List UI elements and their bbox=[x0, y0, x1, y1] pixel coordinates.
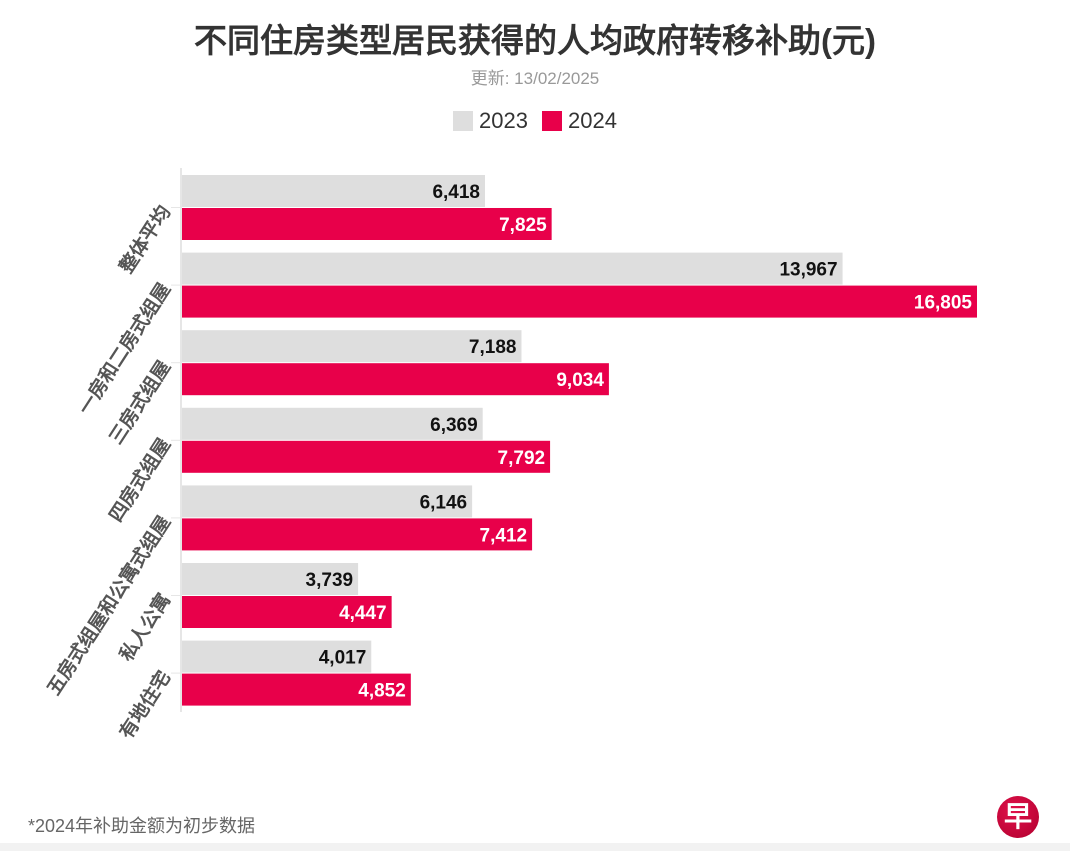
data-label: 13,967 bbox=[779, 260, 837, 281]
data-label: 6,369 bbox=[430, 415, 478, 436]
data-label: 16,805 bbox=[914, 293, 973, 314]
bar-2024 bbox=[181, 363, 609, 396]
category-label: 四房式组屋 bbox=[104, 434, 175, 526]
legend-swatch bbox=[453, 111, 474, 131]
data-label: 9,034 bbox=[556, 370, 604, 391]
data-label: 7,412 bbox=[480, 525, 528, 546]
category-label: 整体平均 bbox=[115, 201, 176, 277]
data-label: 6,146 bbox=[420, 492, 468, 513]
legend-label: 2024 bbox=[568, 108, 617, 133]
bar-2023 bbox=[181, 485, 473, 518]
bar-2024 bbox=[181, 673, 411, 706]
category-label: 有地住宅 bbox=[115, 667, 176, 743]
bar-2023 bbox=[181, 407, 483, 440]
chart-title: 不同住房类型居民获得的人均政府转移补助(元) bbox=[194, 22, 876, 59]
legend-item-2023[interactable]: 2023 bbox=[453, 108, 528, 134]
category-label: 一房和二房式组屋 bbox=[73, 279, 175, 419]
bottom-bar bbox=[0, 843, 1070, 851]
bar-2024 bbox=[181, 285, 977, 318]
data-label: 4,447 bbox=[339, 603, 387, 624]
bar-2024 bbox=[181, 208, 552, 240]
data-label: 4,852 bbox=[358, 681, 406, 702]
bar-2023 bbox=[181, 252, 843, 285]
bar-2024 bbox=[181, 440, 551, 473]
legend-item-2024[interactable]: 2024 bbox=[542, 108, 617, 134]
chart-subtitle: 更新: 13/02/2025 bbox=[470, 69, 600, 88]
bar-2024 bbox=[181, 518, 533, 551]
footnote: *2024年补助金额为初步数据 bbox=[28, 816, 256, 836]
legend-swatch bbox=[542, 111, 562, 131]
data-label: 7,825 bbox=[499, 215, 547, 236]
legend: 2023 2024 bbox=[0, 108, 1070, 134]
bar-2023 bbox=[181, 563, 359, 595]
bar-2023 bbox=[181, 330, 522, 363]
data-label: 7,188 bbox=[469, 337, 517, 358]
bar-2023 bbox=[181, 175, 486, 207]
bar-2024 bbox=[181, 596, 392, 628]
legend-label: 2023 bbox=[479, 108, 528, 133]
zaobao-logo: 早 bbox=[997, 796, 1039, 838]
data-label: 6,418 bbox=[432, 182, 480, 203]
data-label: 3,739 bbox=[306, 570, 354, 591]
bar-2023 bbox=[181, 640, 372, 673]
data-label: 7,792 bbox=[498, 448, 546, 469]
data-label: 4,017 bbox=[319, 648, 367, 669]
